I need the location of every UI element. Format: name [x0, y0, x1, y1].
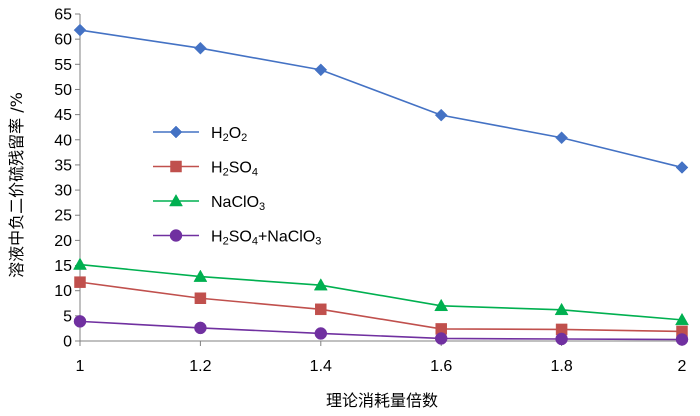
data-point [434, 332, 448, 345]
data-point [194, 321, 207, 335]
data-point [193, 269, 208, 282]
series-1 [74, 276, 688, 338]
y-tick-label: 30 [54, 183, 72, 200]
legend-marker [169, 229, 183, 242]
x-tick-label: 1 [76, 358, 85, 375]
data-point [434, 108, 448, 122]
data-point [675, 333, 689, 346]
series-line [79, 29, 683, 169]
x-tick-label: 1.8 [550, 358, 572, 375]
series-line [79, 263, 683, 321]
legend-marker [170, 160, 182, 173]
series-line [79, 281, 683, 333]
y-tick-label: 65 [54, 7, 72, 24]
y-tick-label: 25 [54, 208, 72, 225]
x-tick-label: 1.2 [189, 358, 211, 375]
legend-label: H2SO4 [211, 160, 258, 179]
series-3 [73, 315, 689, 346]
data-point [194, 41, 207, 55]
y-tick-label: 55 [54, 57, 72, 74]
y-tick-label: 40 [54, 132, 72, 149]
data-point [675, 161, 689, 174]
data-point [434, 298, 449, 312]
y-tick-label: 20 [54, 233, 72, 250]
y-axis-ticks: 0 5 10 15 20 25 30 35 40 45 50 55 60 65 [54, 7, 80, 351]
data-point [74, 276, 86, 288]
x-tick-label: 2 [678, 358, 687, 375]
series-2 [73, 257, 689, 326]
data-point [314, 327, 328, 340]
legend-marker [169, 125, 183, 139]
x-axis-title: 理论消耗量倍数 [326, 391, 438, 410]
y-tick-label: 45 [54, 107, 72, 124]
x-tick-label: 1.6 [430, 358, 452, 375]
legend-label: H2O2 [211, 125, 247, 144]
legend-label: NaClO3 [211, 194, 265, 213]
data-point [555, 131, 568, 145]
data-point [194, 292, 207, 304]
legend-item: NaClO3 [153, 193, 265, 213]
axes [79, 14, 682, 342]
legend: H2O2 H2SO4 NaClO3 H2SO4+NaClO3 [153, 125, 321, 248]
legend-marker [169, 193, 183, 207]
legend-item: H2O2 [153, 125, 247, 144]
data-point [313, 278, 328, 291]
y-tick-label: 10 [54, 283, 72, 300]
legend-item: H2SO4 [153, 160, 258, 179]
data-point [73, 315, 87, 328]
y-tick-label: 60 [54, 32, 72, 49]
data-point [675, 312, 689, 326]
y-tick-label: 0 [63, 334, 72, 351]
x-axis-ticks: 1 1.2 1.4 1.6 1.8 2 [76, 341, 687, 375]
legend-label: H2SO4+NaClO3 [211, 229, 321, 248]
y-tick-label: 50 [54, 82, 72, 99]
y-tick-label: 35 [54, 157, 72, 174]
y-tick-label: 15 [54, 258, 72, 275]
legend-item: H2SO4+NaClO3 [153, 229, 321, 248]
data-point [73, 257, 87, 270]
y-axis-title: 溶液中负二价硫残留率 /% [7, 92, 26, 278]
x-tick-label: 1.4 [310, 358, 332, 375]
data-point [73, 23, 87, 37]
data-point [554, 302, 569, 316]
y-tick-label: 5 [63, 308, 72, 325]
series-group [73, 23, 689, 346]
series-0 [73, 23, 689, 174]
data-point [314, 63, 328, 77]
data-point [315, 303, 327, 316]
data-point [555, 332, 568, 346]
series-line [79, 320, 683, 341]
